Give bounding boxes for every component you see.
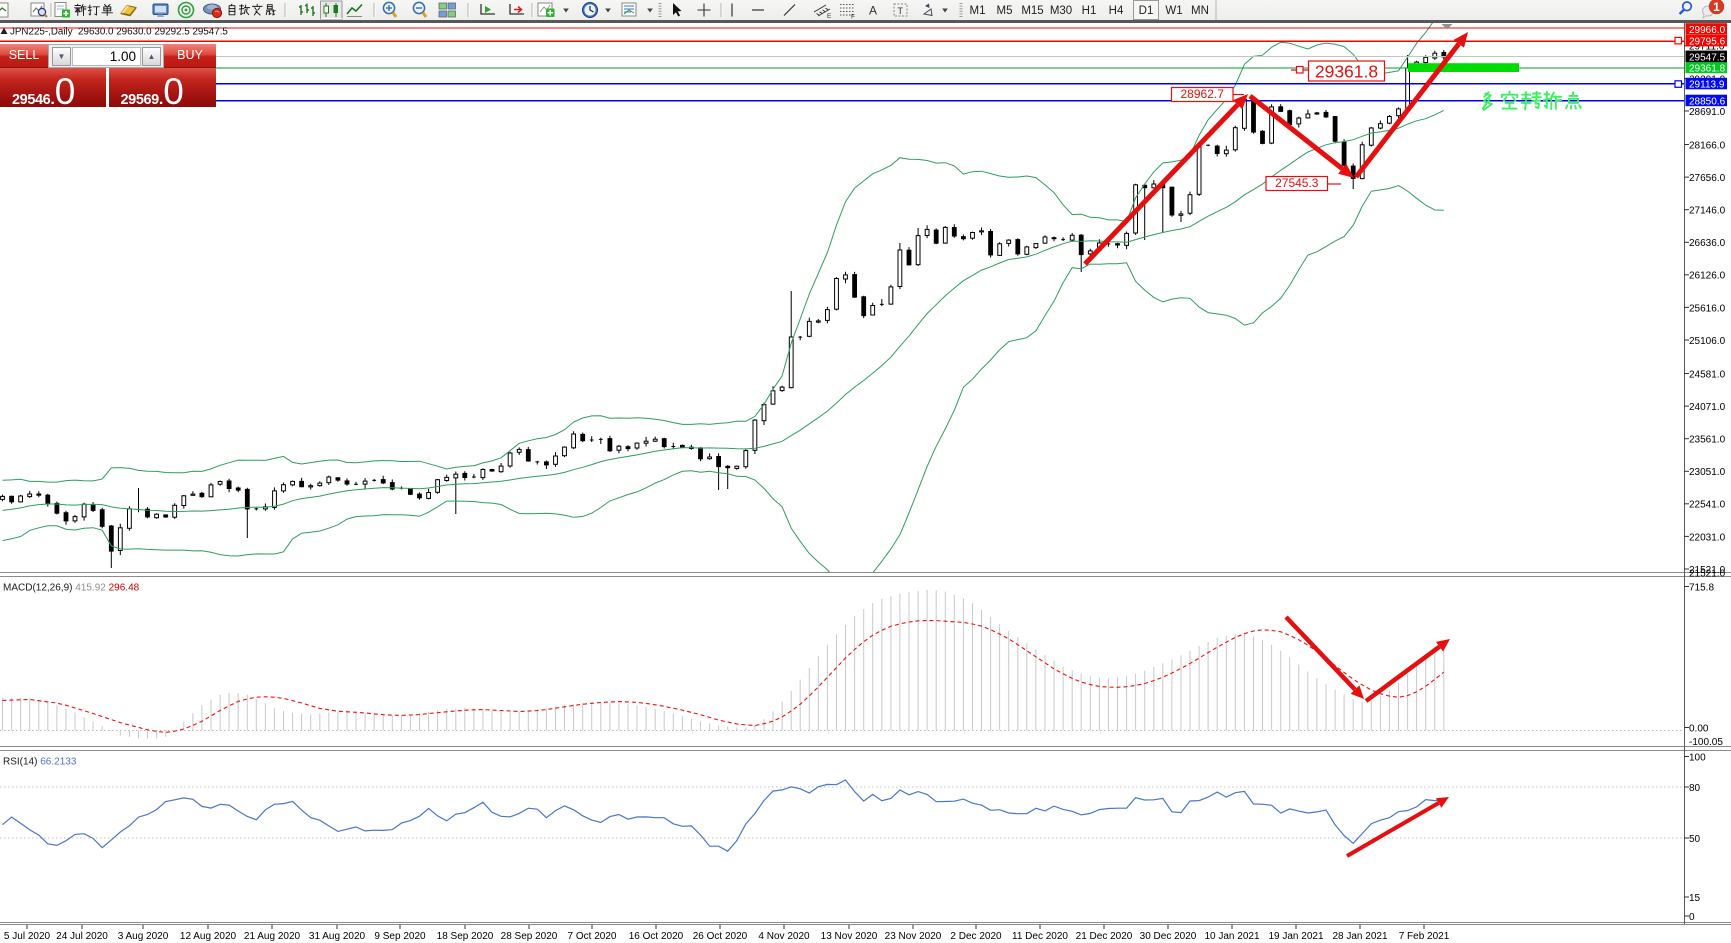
svg-text:1: 1 <box>1713 0 1720 14</box>
svg-text:25106.0: 25106.0 <box>1689 336 1726 347</box>
svg-text:7 Oct 2020: 7 Oct 2020 <box>568 931 617 942</box>
svg-text:26126.0: 26126.0 <box>1689 271 1726 282</box>
svg-text:26636.0: 26636.0 <box>1689 238 1726 249</box>
svg-text:24581.0: 24581.0 <box>1689 369 1726 380</box>
svg-text:M15: M15 <box>1021 5 1043 17</box>
svg-text:23051.0: 23051.0 <box>1689 467 1726 478</box>
svg-text:-100.05: -100.05 <box>1689 737 1723 748</box>
svg-text:23 Nov 2020: 23 Nov 2020 <box>885 931 942 942</box>
svg-text:18 Sep 2020: 18 Sep 2020 <box>437 931 494 942</box>
svg-text:29966.0: 29966.0 <box>1689 25 1726 36</box>
svg-text:MACD(12,26,9) 415.92 296.48: MACD(12,26,9) 415.92 296.48 <box>3 583 140 594</box>
svg-text:0.00: 0.00 <box>1689 723 1709 734</box>
svg-text:29547.5: 29547.5 <box>1689 52 1726 63</box>
svg-text:RSI(14) 66.2133: RSI(14) 66.2133 <box>3 757 77 768</box>
svg-text:D1: D1 <box>1139 5 1154 17</box>
svg-text:13 Nov 2020: 13 Nov 2020 <box>821 931 878 942</box>
svg-text:25616.0: 25616.0 <box>1689 303 1726 314</box>
svg-text:16 Oct 2020: 16 Oct 2020 <box>629 931 684 942</box>
svg-text:JPN225-,Daily 29630.0 29630.0: JPN225-,Daily 29630.0 29630.0 29292.5 29… <box>10 27 228 38</box>
svg-text:F: F <box>851 14 855 21</box>
svg-text:5 Jul 2020: 5 Jul 2020 <box>4 931 51 942</box>
svg-text:715.8: 715.8 <box>1689 582 1714 593</box>
svg-text:28962.7: 28962.7 <box>1181 87 1225 101</box>
svg-text:29795.6: 29795.6 <box>1689 37 1726 48</box>
svg-text:80: 80 <box>1689 783 1701 794</box>
svg-text:H4: H4 <box>1109 5 1124 17</box>
svg-text:24071.0: 24071.0 <box>1689 402 1726 413</box>
svg-text:29361.8: 29361.8 <box>1689 63 1726 74</box>
svg-text:22031.0: 22031.0 <box>1689 532 1726 543</box>
svg-text:100: 100 <box>1689 752 1706 763</box>
svg-text:MN: MN <box>1191 5 1209 17</box>
svg-text:11 Dec 2020: 11 Dec 2020 <box>1012 931 1068 942</box>
svg-text:28 Sep 2020: 28 Sep 2020 <box>501 931 558 942</box>
svg-text:23561.0: 23561.0 <box>1689 435 1726 446</box>
svg-text:M1: M1 <box>970 5 986 17</box>
svg-text:21521.0: 21521.0 <box>1689 568 1726 579</box>
svg-text:15: 15 <box>1689 893 1701 904</box>
svg-text:7 Feb 2021: 7 Feb 2021 <box>1399 931 1450 942</box>
svg-text:28 Jan 2021: 28 Jan 2021 <box>1332 931 1387 942</box>
svg-text:9 Sep 2020: 9 Sep 2020 <box>374 931 426 942</box>
svg-text:4 Nov 2020: 4 Nov 2020 <box>758 931 810 942</box>
svg-text:M5: M5 <box>997 5 1013 17</box>
svg-text:2 Dec 2020: 2 Dec 2020 <box>950 931 1002 942</box>
svg-text:22541.0: 22541.0 <box>1689 500 1726 511</box>
svg-text:21 Dec 2020: 21 Dec 2020 <box>1076 931 1133 942</box>
svg-text:21521.0: 21521.0 <box>1689 565 1726 576</box>
svg-text:50: 50 <box>1689 834 1701 845</box>
svg-text:26 Oct 2020: 26 Oct 2020 <box>693 931 748 942</box>
svg-text:W1: W1 <box>1165 5 1182 17</box>
svg-text:27545.3: 27545.3 <box>1275 176 1319 190</box>
svg-text:29361.8: 29361.8 <box>1315 62 1378 82</box>
svg-text:21 Aug 2020: 21 Aug 2020 <box>244 931 301 942</box>
svg-text:28850.6: 28850.6 <box>1689 96 1726 107</box>
svg-text:28691.0: 28691.0 <box>1689 107 1726 118</box>
svg-text:T: T <box>898 6 904 16</box>
svg-text:H1: H1 <box>1082 5 1097 17</box>
svg-text:E: E <box>827 13 832 20</box>
svg-text:27656.0: 27656.0 <box>1689 173 1726 184</box>
svg-text:0: 0 <box>1689 912 1695 923</box>
svg-text:M30: M30 <box>1050 5 1072 17</box>
svg-text:10 Jan 2021: 10 Jan 2021 <box>1204 931 1259 942</box>
svg-text:24 Jul 2020: 24 Jul 2020 <box>56 931 108 942</box>
svg-text:12 Aug 2020: 12 Aug 2020 <box>180 931 237 942</box>
svg-text:27146.0: 27146.0 <box>1689 206 1726 217</box>
svg-text:A: A <box>869 4 877 18</box>
svg-text:31 Aug 2020: 31 Aug 2020 <box>309 931 366 942</box>
svg-text:28166.0: 28166.0 <box>1689 140 1726 151</box>
svg-text:29113.9: 29113.9 <box>1689 79 1725 90</box>
svg-text:29711.0: 29711.0 <box>1689 42 1725 53</box>
svg-text:19 Jan 2021: 19 Jan 2021 <box>1268 931 1323 942</box>
svg-text:30 Dec 2020: 30 Dec 2020 <box>1140 931 1197 942</box>
svg-text:3 Aug 2020: 3 Aug 2020 <box>118 931 169 942</box>
